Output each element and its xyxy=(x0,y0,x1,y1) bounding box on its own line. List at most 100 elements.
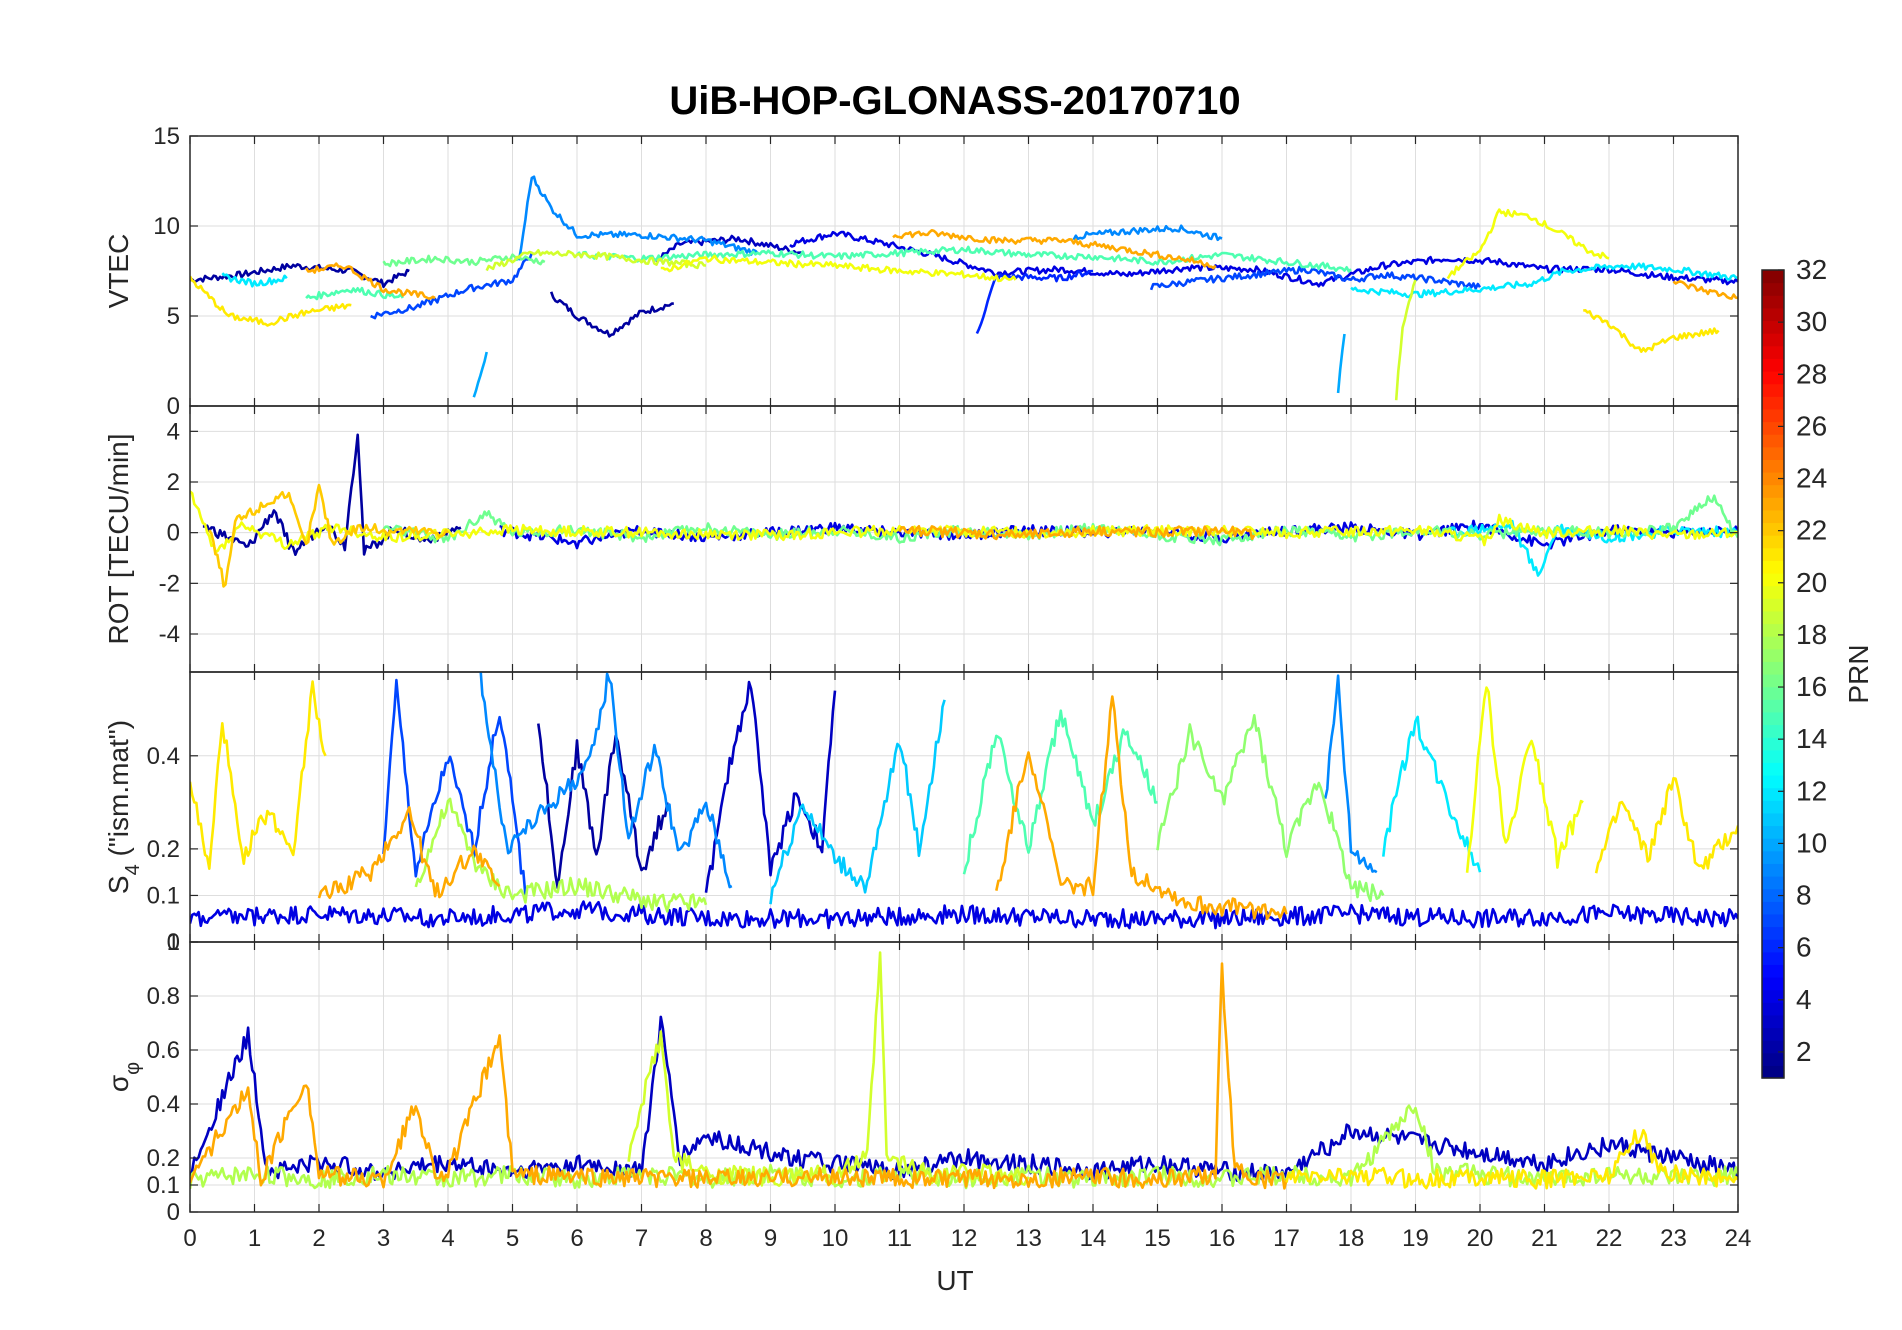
series-line-prn-12 xyxy=(1350,262,1738,299)
colorbar-segment xyxy=(1762,295,1784,309)
series-line-prn-7 xyxy=(370,252,534,320)
x-tick-label: 13 xyxy=(1015,1225,1042,1252)
y-tick-label: 0.4 xyxy=(147,1091,180,1118)
x-tick-label: 5 xyxy=(506,1225,519,1252)
series-line-prn-9 xyxy=(1072,224,1223,242)
series-line-prn-21 xyxy=(1583,309,1720,353)
y-tick-label: 0.2 xyxy=(147,1145,180,1172)
colorbar-segment xyxy=(1762,775,1784,789)
colorbar-segment xyxy=(1762,623,1784,637)
x-tick-label: 11 xyxy=(887,1225,912,1252)
series-line-prn-23 xyxy=(304,262,436,300)
colorbar-segment xyxy=(1762,459,1784,473)
series-line-prn-23 xyxy=(1672,280,1738,300)
colorbar-segment xyxy=(1762,724,1784,738)
colorbar-segment xyxy=(1762,838,1784,852)
colorbar-tick-label: 24 xyxy=(1796,463,1827,494)
colorbar-tick-label: 20 xyxy=(1796,567,1827,598)
x-tick-label: 12 xyxy=(951,1225,978,1252)
series-line-prn-3 xyxy=(653,234,804,262)
colorbar-segment xyxy=(1762,1052,1784,1066)
colorbar-segment xyxy=(1762,1002,1784,1016)
series-group-sigma xyxy=(190,951,1738,1190)
colorbar-tick-label: 10 xyxy=(1796,827,1827,858)
y-axis-label-s4: S4 ("ism.mat") xyxy=(103,720,144,894)
series-line-prn-2 xyxy=(549,291,674,338)
y-axis-label-sigma: σφ xyxy=(103,1062,144,1092)
colorbar-tick-label: 30 xyxy=(1796,306,1827,337)
colorbar-label: PRN xyxy=(1843,644,1874,703)
colorbar-segment xyxy=(1762,787,1784,801)
colorbar-tick-label: 22 xyxy=(1796,515,1827,546)
x-tick-label: 9 xyxy=(764,1225,777,1252)
colorbar-segment xyxy=(1762,333,1784,347)
series-line-prn-12 xyxy=(221,272,288,288)
x-tick-label: 1 xyxy=(248,1225,261,1252)
y-tick-label: 0 xyxy=(167,520,180,547)
x-tick-label: 22 xyxy=(1596,1225,1623,1252)
colorbar-tick-label: 32 xyxy=(1796,254,1827,285)
colorbar-segment xyxy=(1762,560,1784,574)
chart-title: UiB-HOP-GLONASS-20170710 xyxy=(669,79,1240,123)
x-tick-label: 24 xyxy=(1725,1225,1752,1252)
series-line-prn-18 xyxy=(414,797,708,913)
colorbar-segment xyxy=(1762,1014,1784,1029)
colorbar-segment xyxy=(1762,661,1784,675)
colorbar-segment xyxy=(1762,408,1784,423)
series-line-prn-9 xyxy=(1323,674,1378,874)
colorbar-tick-label: 6 xyxy=(1796,932,1812,963)
series-line-prn-21 xyxy=(1594,777,1738,874)
series-line-prn-22 xyxy=(208,483,449,588)
y-tick-label: 0 xyxy=(167,929,180,956)
colorbar-segment xyxy=(1762,863,1784,877)
series-line-prn-21 xyxy=(190,680,327,870)
colorbar-segment xyxy=(1762,711,1784,726)
colorbar-segment xyxy=(1762,358,1784,372)
x-tick-label: 8 xyxy=(699,1225,712,1252)
y-tick-label: 10 xyxy=(153,213,180,240)
colorbar-segment xyxy=(1762,737,1784,751)
x-tick-label: 21 xyxy=(1531,1225,1558,1252)
colorbar-segment xyxy=(1762,573,1784,587)
series-group-s4 xyxy=(190,672,1738,930)
y-tick-label: 0.4 xyxy=(147,743,180,770)
x-tick-label: 15 xyxy=(1144,1225,1171,1252)
colorbar-segment xyxy=(1762,888,1784,902)
colorbar-segment xyxy=(1762,598,1784,612)
series-line-prn-12 xyxy=(1382,715,1482,873)
colorbar-segment xyxy=(1762,472,1784,486)
x-tick-label: 17 xyxy=(1273,1225,1300,1252)
colorbar-segment xyxy=(1762,446,1784,460)
series-line-prn-7 xyxy=(1149,265,1482,291)
series-line-prn-23 xyxy=(995,695,1288,921)
colorbar-segment xyxy=(1762,484,1784,498)
series-line-prn-4 xyxy=(190,900,1738,930)
panel-rot: -4 -2 0 2 4 ROT [TECU/min] xyxy=(103,405,1739,673)
colorbar-segment xyxy=(1762,825,1784,839)
colorbar-segment xyxy=(1762,270,1784,284)
series-line-prn-20 xyxy=(660,254,1017,283)
x-tick-label: 10 xyxy=(822,1225,849,1252)
series-line-prn-21 xyxy=(1285,1128,1738,1190)
y-tick-label: 0.8 xyxy=(147,983,180,1010)
series-line-prn-10 xyxy=(472,351,488,398)
colorbar-segment xyxy=(1762,964,1784,978)
y-tick-label: 0.1 xyxy=(147,882,180,909)
colorbar-segment xyxy=(1762,421,1784,435)
colorbar-segment xyxy=(1762,535,1784,549)
y-axis-label-vtec: VTEC xyxy=(103,234,134,309)
x-axis-label: UT xyxy=(936,1265,973,1296)
colorbar-segment xyxy=(1762,383,1784,397)
panel-vtec: 0 5 10 15 VTEC xyxy=(103,123,1739,420)
x-tick-label: 18 xyxy=(1338,1225,1365,1252)
series-line-prn-11 xyxy=(769,699,946,905)
series-line-prn-19 xyxy=(1394,279,1417,401)
colorbar-segment xyxy=(1762,762,1784,776)
x-tick-label: 20 xyxy=(1467,1225,1494,1252)
colorbar-segment xyxy=(1762,648,1784,662)
colorbar-segment xyxy=(1762,901,1784,915)
colorbar-segment xyxy=(1762,371,1784,385)
y-tick-label: -4 xyxy=(159,621,180,648)
